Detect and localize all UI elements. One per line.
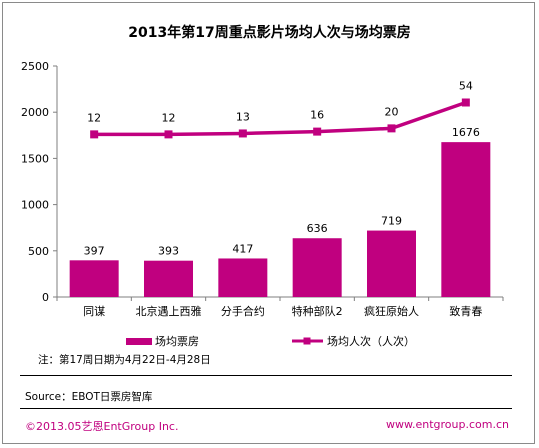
date-note: 注：第17周日期为4月22日-4月28日 [38,352,211,367]
legend-line-label: 场均人次（人次） [327,334,415,348]
line-marker [239,129,247,137]
divider-bottom [20,408,512,409]
y-tick-label: 1000 [21,199,49,212]
bar-value-label: 719 [381,215,402,228]
source-text: Source：EBOT日票房智库 [25,389,152,404]
line-value-label: 54 [459,79,473,92]
y-tick-label: 2000 [21,106,49,119]
copyright-text: ©2013.05艺恩EntGroup Inc. [25,418,178,434]
legend-bar-swatch [126,338,152,345]
x-category-label: 疯狂原始人 [364,304,419,318]
line-value-label: 16 [310,109,324,122]
bar [367,231,416,297]
bar-value-label: 636 [307,222,328,235]
bar [218,258,267,297]
bar-value-label: 1676 [452,126,480,139]
divider-top [20,375,512,376]
y-tick-label: 2500 [21,60,49,73]
line-marker [388,124,396,132]
bar-value-label: 393 [158,245,179,258]
line-marker [313,128,321,136]
bar-value-label: 417 [232,242,253,255]
legend-bar-label: 场均票房 [155,334,199,348]
x-category-label: 同谋 [83,305,105,318]
bar [441,142,490,297]
line-value-label: 12 [162,111,176,124]
x-category-label: 致青春 [449,304,482,318]
bar [144,261,193,297]
y-tick-label: 1500 [21,152,49,165]
line-value-label: 20 [385,105,399,118]
x-category-label: 特种部队2 [292,304,343,318]
legend-line-marker [304,338,311,345]
bar [293,238,342,297]
x-category-label: 北京遇上西雅 [136,304,202,318]
series-line [94,102,466,134]
line-value-label: 13 [236,110,250,123]
x-category-label: 分手合约 [221,304,265,318]
chart-area: 0 500 1000 1500 2000 2500 397 393 417 636 719 1676… [0,0,539,350]
line-marker [462,98,470,106]
y-tick-label: 0 [42,291,49,304]
website-link[interactable]: www.entgroup.com.cn [386,418,509,431]
line-marker [165,130,173,138]
y-tick-label: 500 [28,245,49,258]
line-marker [90,130,98,138]
line-value-label: 12 [87,111,101,124]
bar [70,260,119,297]
bar-value-label: 397 [84,244,105,257]
